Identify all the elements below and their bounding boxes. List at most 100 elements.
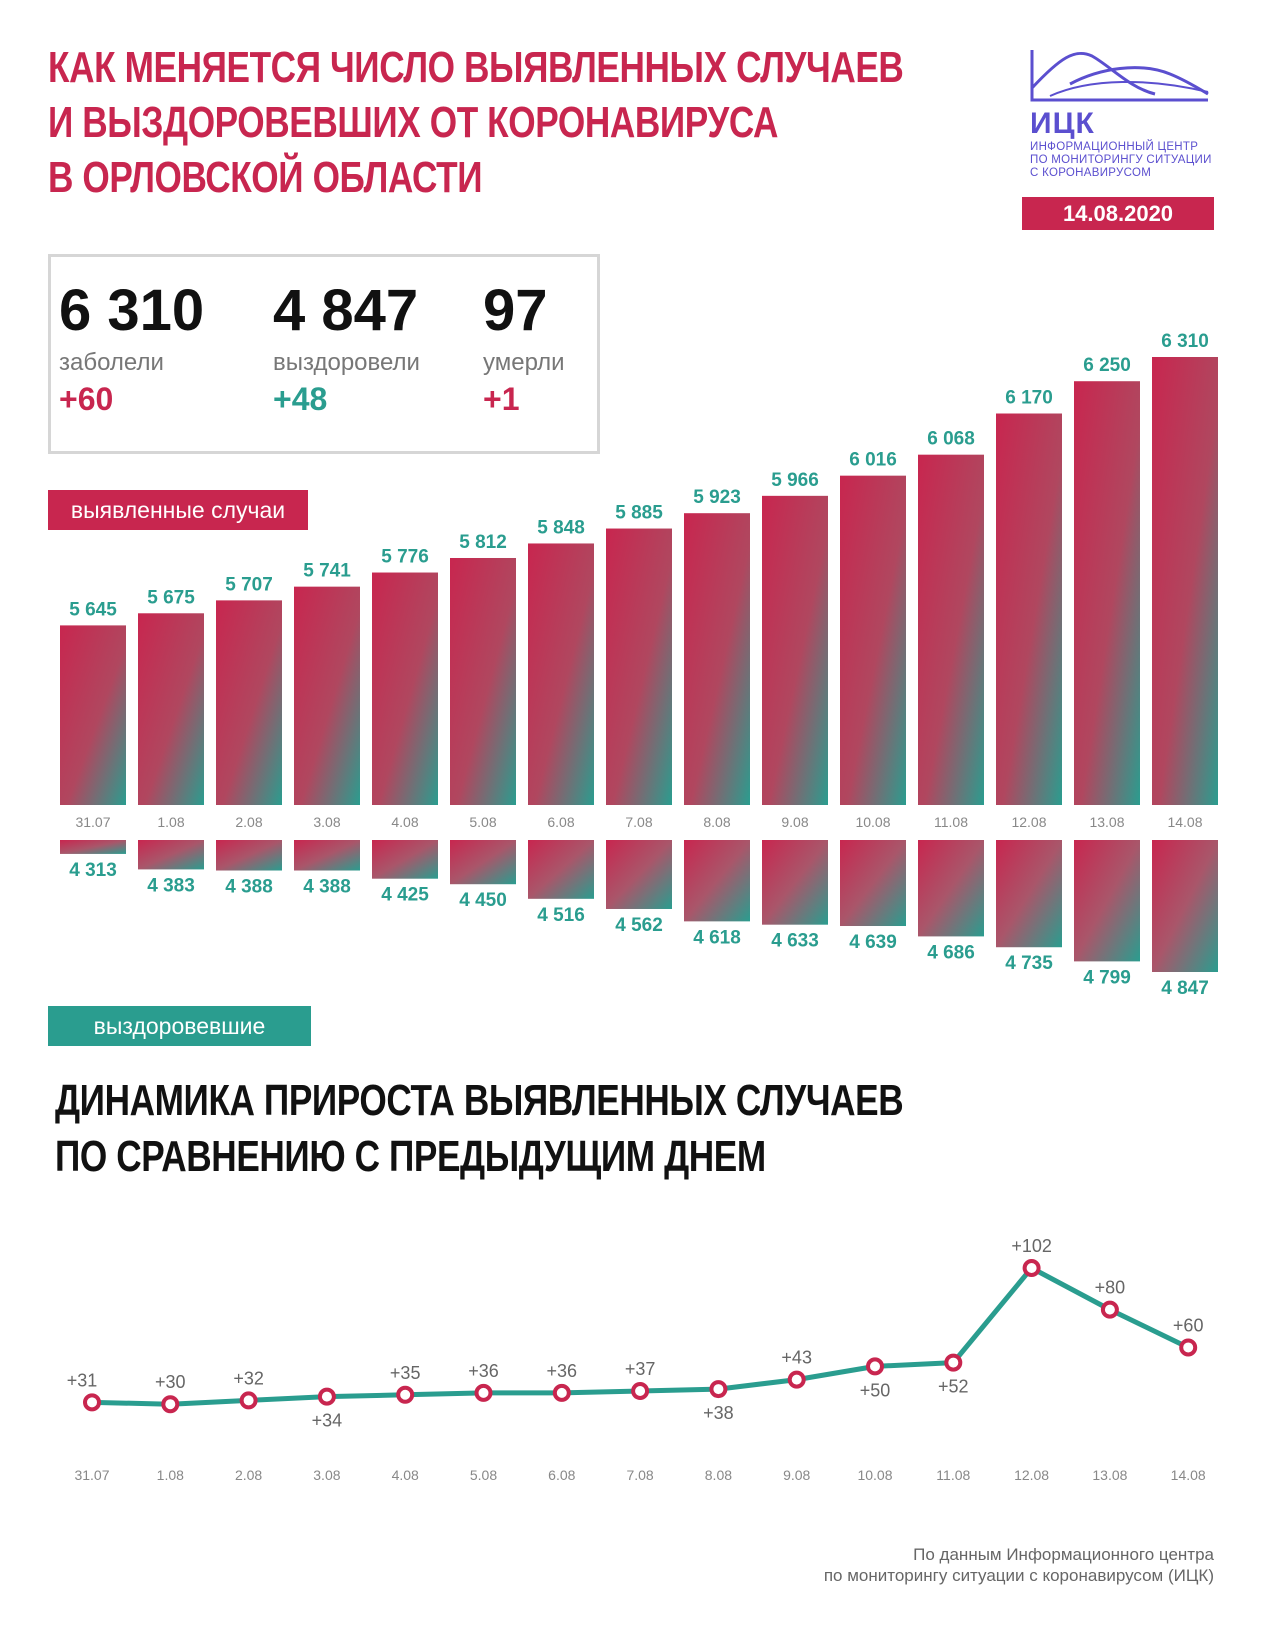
cases-bar-label: 5 812 [459,532,507,553]
bar-date-label: 1.08 [157,814,184,830]
logo-abbreviation: ИЦК [1030,107,1095,140]
growth-date-label: 4.08 [392,1467,419,1483]
growth-value-label: +32 [233,1368,264,1388]
source-line-1: По данным Информационного центра [913,1545,1214,1564]
died-delta: +1 [483,381,520,417]
bar-date-label: 14.08 [1167,814,1202,830]
subtitle-line-2: по сравнению с предыдущим днем [55,1132,766,1181]
recovered-bar [996,840,1062,948]
recovered-bar-label: 4 633 [771,931,819,952]
cases-bar [606,528,672,805]
growth-date-label: 5.08 [470,1467,497,1483]
cases-bar-label: 5 645 [69,599,117,620]
title-line-2: и выздоровевших от коронавируса [48,98,779,147]
recovered-bar-label: 4 618 [693,927,741,948]
recovered-bar-label: 4 562 [615,915,663,936]
growth-point [1100,1300,1119,1319]
cases-bar-label: 5 885 [615,503,663,524]
recovered-bar-label: 4 735 [1005,953,1053,974]
growth-date-label: 10.08 [857,1467,892,1483]
growth-date-label: 14.08 [1171,1467,1206,1483]
subtitle-line-1: Динамика прироста выявленных случаев [55,1076,904,1125]
cases-bar [840,475,906,805]
cases-bar [372,572,438,805]
growth-point [944,1353,963,1372]
growth-value-label: +35 [390,1363,421,1383]
recovered-bar [294,840,360,871]
recovered-bar [918,840,984,937]
growth-date-label: 11.08 [936,1467,970,1483]
stat-recovered: 4 847 выздоровели +48 [273,279,420,418]
growth-value-label: +34 [312,1411,343,1431]
recovered-bar [1152,840,1218,972]
cases-bar [996,413,1062,805]
bar-date-label: 5.08 [469,814,496,830]
recovered-bar-label: 4 388 [303,877,351,898]
growth-date-label: 1.08 [157,1467,184,1483]
cases-bar [1074,381,1140,805]
growth-point [552,1383,571,1402]
growth-value-label: +30 [155,1372,186,1392]
growth-date-label: 7.08 [626,1467,653,1483]
growth-point [1179,1338,1198,1357]
cases-bar-label: 5 848 [537,517,585,538]
recovered-bar [684,840,750,922]
recovered-value: 4 847 [273,278,419,343]
recovered-bars: 4 313 4 383 4 388 4 388 4 425 4 450 4 516 4 562… [60,840,1218,999]
cases-bar-label: 5 707 [225,574,273,595]
cases-bar [762,495,828,805]
recovered-bar [606,840,672,909]
cases-bar [138,613,204,805]
growth-point [866,1357,884,1376]
logo-line-1: Информационный центр [1030,141,1199,153]
recovered-delta: +48 [273,381,328,417]
cases-bar [294,586,360,805]
bar-date-label: 2.08 [235,814,262,830]
recovered-bar-label: 4 313 [69,860,117,881]
growth-date-label: 31.07 [74,1467,109,1483]
bar-date-label: 6.08 [547,814,574,830]
recovered-bar [528,840,594,899]
recovered-bar-label: 4 847 [1161,978,1209,999]
cases-bar-label: 6 068 [927,429,975,450]
cases-bar-label: 5 675 [147,587,195,608]
recovered-bar [372,840,438,879]
cases-bar [216,600,282,805]
recovered-bar [60,840,126,854]
growth-value-label: +38 [703,1403,734,1423]
recovered-bar-label: 4 516 [537,905,585,926]
growth-value-label: +80 [1095,1278,1126,1298]
cases-bar-label: 5 776 [381,547,429,568]
bar-date-label: 7.08 [625,814,652,830]
recovered-label: выздоровели [273,349,420,376]
growth-value-label: +37 [625,1359,656,1379]
title-line-3: в Орловской области [48,153,483,202]
growth-value-label: +43 [781,1348,812,1368]
bar-date-label: 3.08 [313,814,340,830]
recovered-bar [450,840,516,885]
cases-bar-label: 5 923 [693,487,741,508]
recovered-tag: выздоровевшие [48,1006,311,1046]
growth-point [396,1385,415,1404]
cases-bar [684,513,750,805]
growth-point [239,1391,258,1410]
bar-date-label: 31.07 [75,814,110,830]
growth-point [631,1381,650,1400]
recovered-bar [1074,840,1140,962]
growth-value-label: +50 [860,1380,891,1400]
growth-value-label: +52 [938,1377,969,1397]
logo-line-2: по мониторингу ситуации [1030,154,1212,166]
cases-tag: выявленные случаи [48,490,308,530]
recovered-bar-label: 4 686 [927,942,975,963]
recovered-bar [216,840,282,871]
cases-bar-label: 6 170 [1005,388,1053,409]
cases-bar [450,557,516,805]
cases-bar-label: 5 966 [771,470,819,491]
recovered-bar-label: 4 639 [849,932,897,953]
stat-died: 97 умерли +1 [483,279,565,418]
cases-bar-label: 6 016 [849,450,897,471]
bar-date-label: 4.08 [391,814,418,830]
growth-point [317,1387,336,1406]
growth-date-label: 8.08 [705,1467,732,1483]
recovered-bar-label: 4 388 [225,877,273,898]
